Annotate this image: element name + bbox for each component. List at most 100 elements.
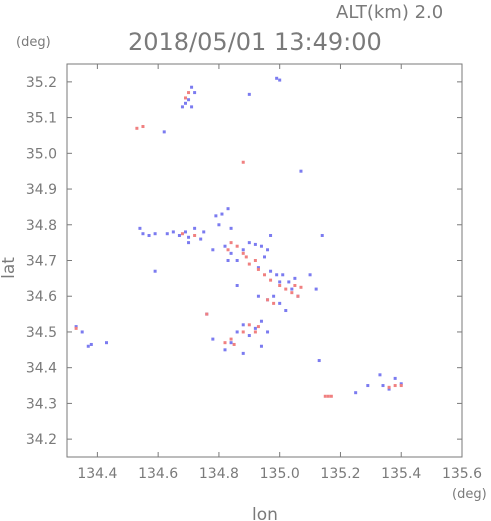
data-point [229, 251, 233, 255]
data-point [229, 241, 233, 245]
data-point [278, 284, 282, 288]
data-point [272, 301, 276, 305]
data-point [256, 325, 260, 329]
data-point [399, 382, 403, 386]
data-point [263, 255, 266, 259]
data-point [381, 384, 385, 388]
data-point [220, 212, 224, 216]
data-point [329, 394, 333, 398]
data-point [293, 284, 297, 288]
x-tick-label: 135.0 [260, 466, 300, 482]
data-point [184, 96, 187, 100]
data-point [323, 394, 327, 398]
data-point [226, 207, 230, 211]
data-point [235, 259, 239, 262]
data-point [247, 92, 251, 96]
data-point [259, 319, 263, 323]
y-tick-label: 35.1 [26, 111, 57, 127]
data-point [253, 259, 257, 262]
data-point [217, 223, 221, 227]
data-point [308, 273, 312, 277]
data-point [366, 384, 370, 388]
data-point [278, 301, 282, 305]
data-point [223, 341, 227, 345]
data-point [184, 101, 187, 105]
y-unit: (deg) [16, 35, 51, 50]
data-point [193, 226, 197, 230]
data-point [187, 235, 191, 239]
data-point [241, 160, 245, 164]
x-tick-label: 135.6 [442, 466, 482, 482]
data-point [86, 344, 90, 348]
data-point [105, 341, 108, 345]
data-point [247, 334, 251, 338]
data-point [229, 226, 233, 230]
data-point [235, 284, 239, 288]
data-point [199, 237, 203, 241]
y-tick-label: 34.5 [26, 325, 57, 341]
data-point [74, 325, 78, 329]
data-point [247, 241, 251, 245]
data-point [314, 287, 318, 291]
data-point [378, 373, 382, 377]
data-point [299, 169, 303, 173]
data-point [256, 266, 260, 270]
y-tick-label: 34.4 [26, 361, 57, 377]
data-point [226, 248, 230, 252]
data-point [326, 394, 330, 398]
data-point [180, 105, 184, 109]
data-point [80, 330, 84, 334]
data-point [184, 230, 187, 234]
y-tick-label: 34.6 [26, 289, 57, 305]
x-tick-label: 134.8 [199, 466, 239, 482]
data-point [272, 294, 276, 298]
plot-frame [66, 63, 463, 458]
data-point [256, 267, 260, 271]
data-point [354, 391, 358, 395]
data-point [266, 248, 270, 252]
data-point [211, 337, 215, 341]
y-axis-ticks: 34.2 34.3 34.4 34.5 34.6 34.7 34.8 34.9 35.0 35.1… [26, 75, 462, 448]
data-point [171, 230, 175, 234]
data-point [153, 269, 157, 273]
data-point [165, 232, 169, 236]
data-point [259, 244, 263, 248]
data-point [253, 326, 257, 330]
y-tick-label: 34.7 [26, 254, 57, 270]
data-point [299, 285, 303, 289]
data-point [269, 269, 273, 273]
data-point [190, 85, 194, 89]
y-tick-label: 34.8 [26, 218, 57, 234]
y-tick-label: 34.9 [26, 182, 57, 198]
data-point [253, 242, 257, 246]
data-point [177, 233, 181, 237]
data-point [393, 384, 397, 388]
x-tick-label: 134.6 [138, 466, 178, 482]
data-point [205, 312, 209, 316]
data-point [387, 387, 391, 391]
data-point [247, 323, 251, 327]
data-point [147, 233, 151, 237]
data-point [256, 294, 260, 298]
data-point [187, 241, 191, 245]
data-point [293, 276, 297, 280]
data-point [275, 273, 279, 277]
data-point [284, 309, 288, 313]
data-point [153, 232, 157, 236]
data-point [138, 226, 142, 230]
x-unit: (deg) [452, 487, 487, 502]
data-point [266, 330, 270, 334]
x-tick-label: 135.4 [381, 466, 421, 482]
data-point [229, 337, 233, 341]
data-point [89, 342, 93, 346]
data-point [135, 126, 139, 130]
data-point [180, 232, 184, 236]
x-axis-label: lon [252, 505, 278, 521]
data-point [223, 244, 227, 248]
data-point [317, 359, 321, 363]
data-point [241, 330, 245, 334]
chart-title: 2018/05/01 13:49:00 [128, 28, 382, 56]
data-point [284, 287, 288, 291]
data-point [193, 233, 197, 237]
